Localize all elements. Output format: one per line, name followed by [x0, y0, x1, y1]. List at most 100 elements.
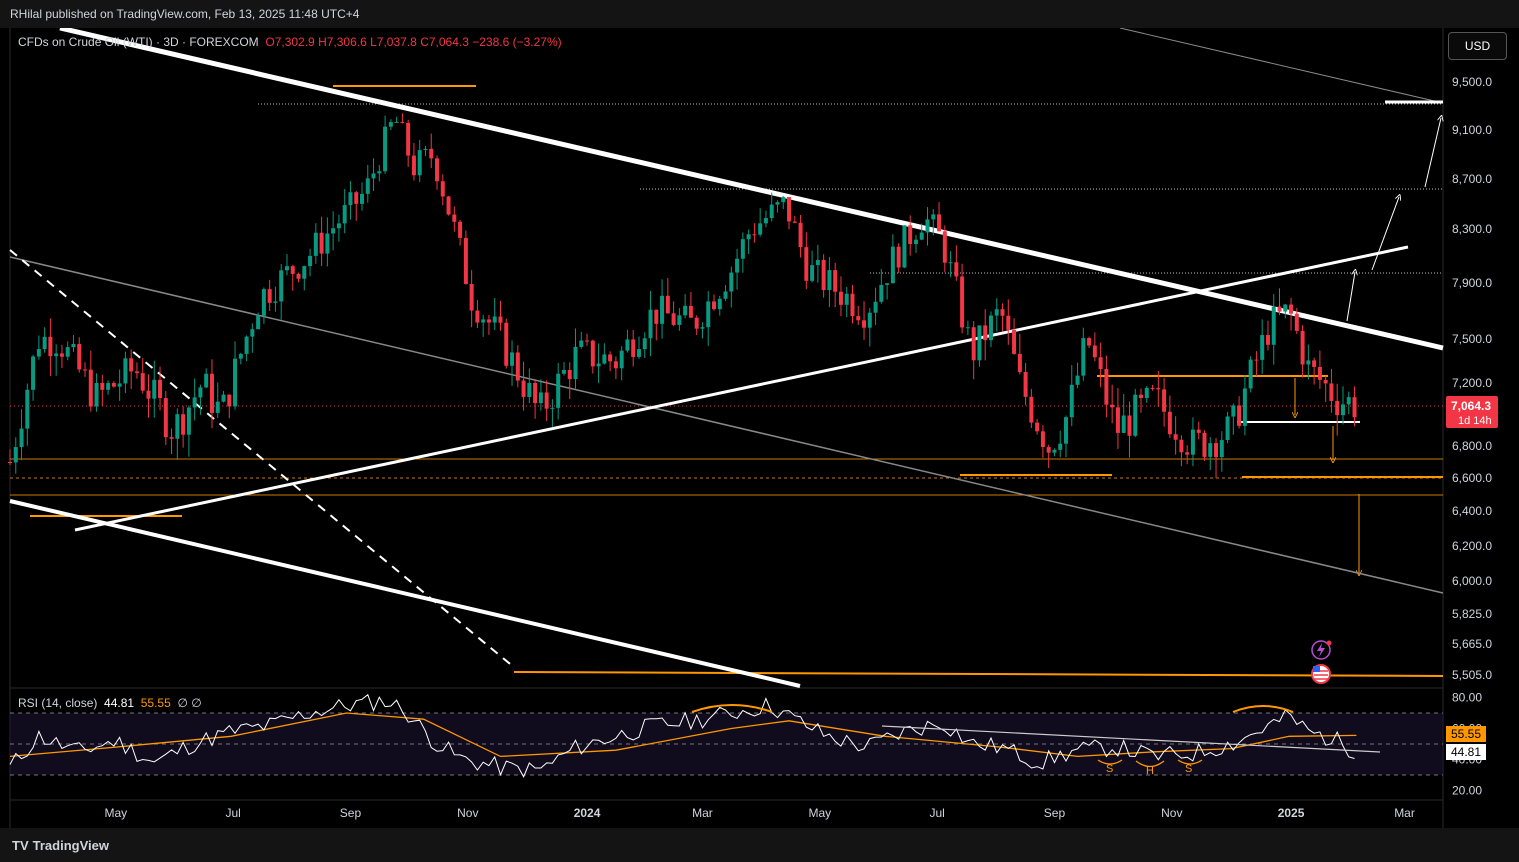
candle-body[interactable] [838, 291, 843, 305]
candle-body[interactable] [671, 313, 676, 325]
candle-body[interactable] [77, 343, 82, 370]
candle-body[interactable] [175, 414, 180, 439]
candle-body[interactable] [1225, 416, 1230, 441]
candle-body[interactable] [209, 373, 214, 413]
candle-body[interactable] [913, 239, 918, 244]
candle-body[interactable] [631, 339, 636, 357]
candle-body[interactable] [331, 228, 336, 234]
candle-body[interactable] [636, 349, 641, 357]
candle-body[interactable] [619, 350, 624, 369]
candle-body[interactable] [498, 316, 503, 323]
candle-body[interactable] [960, 276, 965, 328]
candle-body[interactable] [1156, 388, 1161, 390]
candle-body[interactable] [556, 373, 561, 408]
candle-body[interactable] [117, 383, 122, 387]
rsi-trendline[interactable] [881, 725, 1381, 753]
candle-body[interactable] [798, 222, 803, 248]
candle-body[interactable] [873, 301, 878, 313]
candle-body[interactable] [186, 407, 191, 435]
candle-body[interactable] [267, 289, 272, 303]
candle-body[interactable] [752, 234, 757, 236]
candle-body[interactable] [792, 221, 797, 223]
candle-body[interactable] [579, 340, 584, 347]
candle-body[interactable] [994, 309, 999, 316]
time-axis[interactable]: May Jul Sep Nov 2024 Mar May Jul Sep Nov 2025 Mar [104, 806, 1414, 820]
candle-body[interactable] [140, 373, 145, 391]
candle-body[interactable] [971, 327, 976, 361]
candle-body[interactable] [417, 150, 422, 176]
candle-body[interactable] [561, 369, 566, 374]
candle-body[interactable] [284, 266, 289, 271]
candle-body[interactable] [660, 295, 665, 324]
candle-body[interactable] [313, 232, 318, 256]
candle-body[interactable] [1190, 429, 1195, 455]
candle-body[interactable] [319, 232, 324, 254]
candle-body[interactable] [429, 148, 434, 159]
candle-body[interactable] [706, 301, 711, 328]
candle-body[interactable] [740, 239, 745, 259]
candle-body[interactable] [65, 347, 70, 357]
candle-body[interactable] [1087, 338, 1092, 346]
currency-button[interactable]: USD [1448, 32, 1507, 60]
price-axis[interactable]: 9,500.0 9,100.0 8,700.0 8,300.0 7,900.0 7,500… [1452, 75, 1492, 682]
candle-body[interactable] [862, 320, 867, 328]
candle-body[interactable] [1150, 387, 1155, 389]
candle-body[interactable] [596, 363, 601, 367]
candle-body[interactable] [279, 270, 284, 302]
candle-body[interactable] [452, 214, 457, 222]
symbol-name[interactable]: CFDs on Crude Oil (WTI) · 3D · FOREXCOM [18, 35, 259, 49]
candle-body[interactable] [1346, 397, 1351, 405]
candle-body[interactable] [585, 340, 590, 342]
candle-body[interactable] [296, 273, 301, 279]
candle-body[interactable] [54, 353, 59, 357]
candle-body[interactable] [688, 305, 693, 318]
candle-body[interactable] [573, 346, 578, 380]
candle-body[interactable] [250, 329, 255, 337]
candle-body[interactable] [590, 340, 595, 367]
upside-arrow-3[interactable] [1424, 118, 1441, 188]
candle-body[interactable] [134, 371, 139, 374]
candle-body[interactable] [342, 205, 347, 224]
candle-body[interactable] [146, 390, 151, 399]
candle-body[interactable] [25, 389, 30, 429]
candle-body[interactable] [1335, 400, 1340, 416]
candle-body[interactable] [238, 353, 243, 359]
tradingview-logo[interactable]: TV TradingView [12, 838, 109, 853]
candle-body[interactable] [1139, 394, 1144, 399]
candle-body[interactable] [1340, 404, 1345, 416]
candle-body[interactable] [406, 122, 411, 156]
candle-body[interactable] [348, 192, 353, 206]
rsi-arc-s2[interactable] [1177, 759, 1203, 765]
candle-body[interactable] [1260, 335, 1265, 360]
candle-body[interactable] [694, 317, 699, 329]
candle-body[interactable] [469, 283, 474, 311]
upside-arrow-1[interactable] [1346, 272, 1355, 322]
candle-body[interactable] [83, 369, 88, 371]
candle-body[interactable] [1063, 417, 1068, 444]
candle-body[interactable] [244, 336, 249, 354]
candle-body[interactable] [227, 394, 232, 407]
candle-body[interactable] [100, 383, 105, 390]
candle-body[interactable] [1202, 432, 1207, 457]
candle-body[interactable] [458, 221, 463, 238]
candle-body[interactable] [1092, 345, 1097, 358]
candle-body[interactable] [19, 428, 24, 448]
candle-body[interactable] [1196, 429, 1201, 433]
candle-body[interactable] [787, 197, 792, 222]
candle-body[interactable] [1306, 360, 1311, 365]
candle-body[interactable] [31, 356, 36, 390]
candle-body[interactable] [365, 178, 370, 194]
orange-bottom-level[interactable] [513, 671, 1444, 677]
candle-body[interactable] [867, 312, 872, 328]
lightning-icon[interactable] [1311, 640, 1332, 660]
candle-body[interactable] [1352, 397, 1357, 418]
candle-body[interactable] [937, 214, 942, 232]
candle-body[interactable] [700, 327, 705, 329]
candle-body[interactable] [1173, 434, 1178, 440]
candle-body[interactable] [550, 407, 555, 409]
candle-body[interactable] [527, 382, 532, 397]
candle-body[interactable] [94, 383, 99, 407]
gray-top-line[interactable] [1119, 28, 1444, 104]
candle-body[interactable] [48, 336, 53, 357]
candle-body[interactable] [1312, 360, 1317, 367]
